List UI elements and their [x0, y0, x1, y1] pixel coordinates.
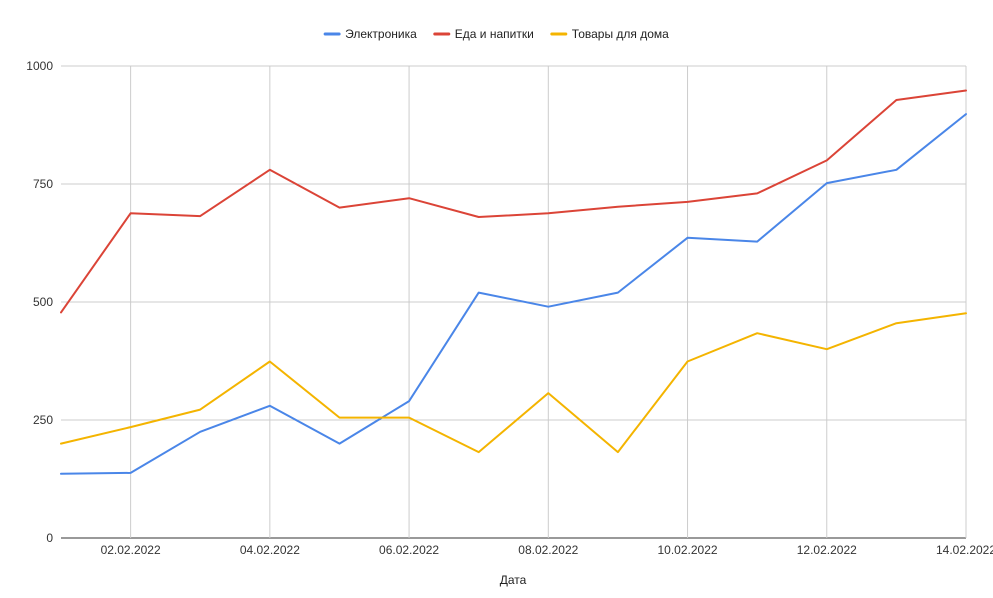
x-tick-label: 06.02.2022 [379, 543, 439, 557]
legend-item[interactable]: Еда и напитки [433, 27, 534, 41]
legend-label: Электроника [345, 27, 417, 41]
legend-item[interactable]: Товары для дома [550, 27, 669, 41]
x-tick-label: 08.02.2022 [518, 543, 578, 557]
x-tick-label: 10.02.2022 [658, 543, 718, 557]
x-axis-title: Дата [500, 573, 527, 587]
grid-lines [61, 65, 967, 539]
x-tick-label: 14.02.2022 [936, 543, 993, 557]
y-tick-label: 1000 [26, 59, 53, 73]
series-line-3 [60, 312, 967, 454]
x-tick-label: 04.02.2022 [240, 543, 300, 557]
y-tick-label: 500 [33, 295, 53, 309]
x-axis-ticks: 02.02.2022 04.02.2022 06.02.2022 08.02.2022… [101, 543, 993, 557]
y-tick-label: 0 [46, 531, 53, 545]
series-lines [60, 89, 967, 475]
y-axis-ticks: 0 250 500 750 1000 [26, 59, 53, 545]
y-tick-label: 250 [33, 413, 53, 427]
series-line-1 [60, 113, 967, 475]
series-line-2 [60, 89, 967, 314]
legend-label: Еда и напитки [455, 27, 534, 41]
y-tick-label: 750 [33, 177, 53, 191]
x-tick-label: 02.02.2022 [101, 543, 161, 557]
legend: Электроника Еда и напитки Товары для дома [323, 27, 669, 41]
legend-item[interactable]: Электроника [323, 27, 417, 41]
legend-label: Товары для дома [572, 27, 669, 41]
x-tick-label: 12.02.2022 [797, 543, 857, 557]
